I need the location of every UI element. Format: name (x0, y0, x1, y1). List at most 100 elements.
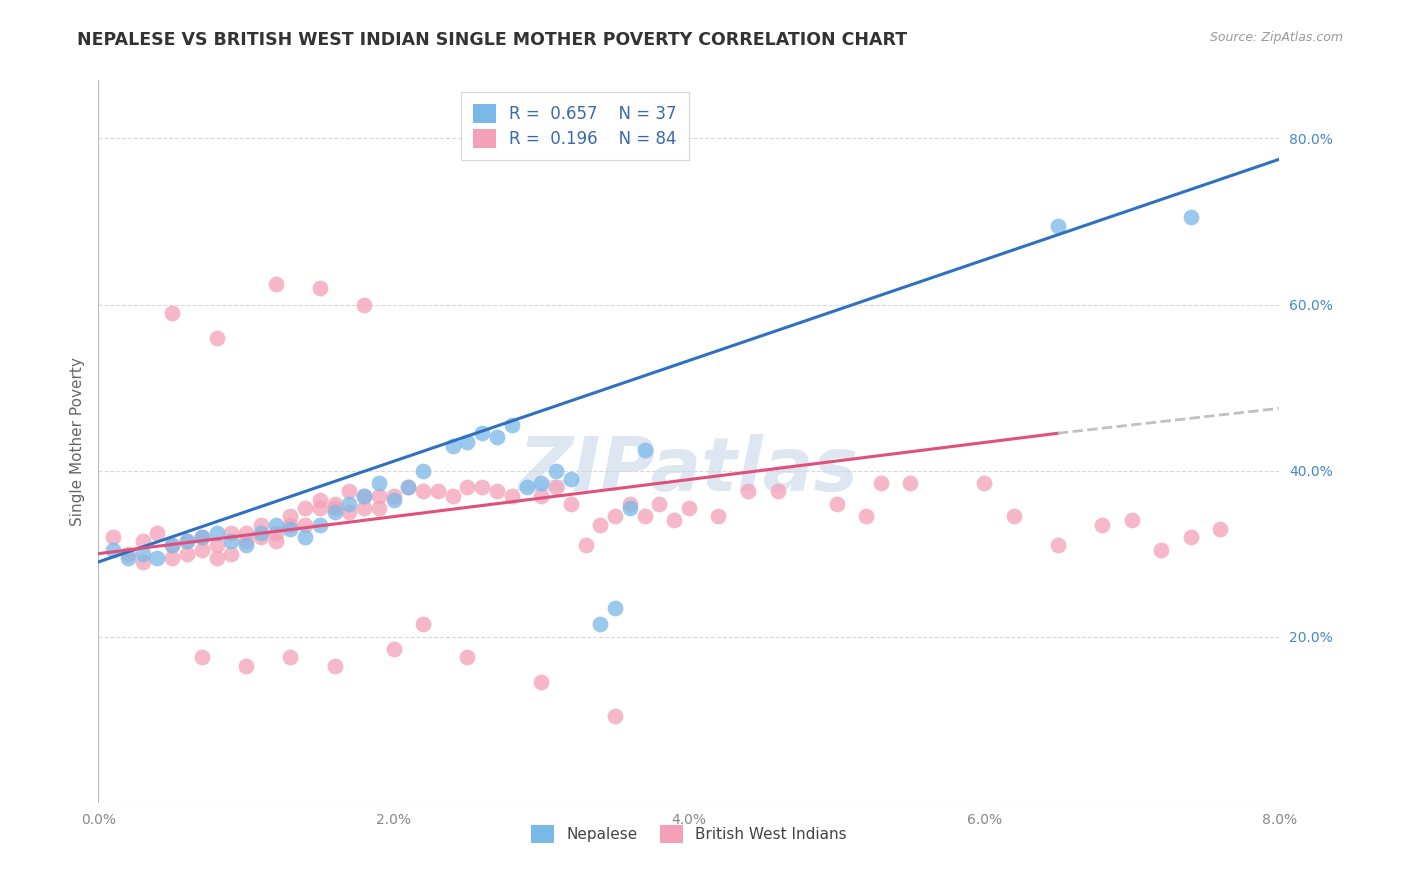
Point (264, 277, 287, 291)
Point (619, 497, 641, 511)
Point (353, 489, 375, 503)
Point (323, 497, 346, 511)
Point (280, 650, 302, 665)
Point (309, 281, 332, 295)
Point (323, 500, 346, 515)
Point (191, 542, 214, 557)
Point (634, 442, 657, 457)
Point (221, 534, 243, 549)
Point (441, 489, 464, 503)
Point (1046, 219, 1070, 233)
Point (546, 480, 568, 494)
Point (382, 489, 405, 503)
Point (235, 658, 257, 673)
Point (382, 492, 405, 507)
Point (205, 550, 228, 565)
Point (339, 484, 361, 499)
Point (309, 500, 332, 515)
Point (205, 538, 228, 552)
Point (412, 617, 434, 632)
Point (146, 550, 169, 565)
Point (546, 464, 568, 478)
Point (530, 675, 553, 690)
Point (280, 517, 302, 532)
Point (353, 500, 375, 515)
Legend: Nepalese, British West Indians: Nepalese, British West Indians (524, 819, 853, 849)
Point (264, 517, 287, 532)
Point (103, 530, 125, 544)
Point (457, 650, 479, 665)
Point (132, 555, 155, 569)
Point (250, 517, 273, 532)
Point (162, 538, 183, 552)
Point (368, 476, 391, 491)
Point (294, 530, 316, 544)
Point (398, 480, 420, 494)
Point (280, 509, 302, 524)
Point (205, 525, 228, 540)
Point (457, 480, 479, 494)
Point (235, 525, 257, 540)
Point (1002, 509, 1025, 524)
Point (1150, 542, 1173, 557)
Point (707, 509, 730, 524)
Point (176, 547, 198, 561)
Point (235, 538, 257, 552)
Point (280, 522, 302, 536)
Point (146, 525, 169, 540)
Point (353, 297, 375, 311)
Point (1180, 211, 1202, 225)
Point (664, 513, 686, 527)
Point (648, 497, 671, 511)
Point (471, 426, 494, 441)
Point (264, 534, 287, 549)
Point (486, 484, 509, 499)
Point (605, 708, 627, 723)
Point (368, 500, 391, 515)
Text: Source: ZipAtlas.com: Source: ZipAtlas.com (1209, 31, 1343, 45)
Point (589, 517, 612, 532)
Point (619, 500, 641, 515)
Point (441, 439, 464, 453)
Point (294, 517, 316, 532)
Point (560, 472, 582, 486)
Point (1121, 513, 1143, 527)
Point (501, 489, 523, 503)
Point (501, 417, 523, 432)
Point (323, 505, 346, 519)
Point (870, 476, 893, 491)
Point (605, 600, 627, 615)
Point (575, 538, 598, 552)
Point (398, 480, 420, 494)
Point (1091, 517, 1114, 532)
Point (1180, 530, 1202, 544)
Point (605, 509, 627, 524)
Point (766, 484, 789, 499)
Point (412, 484, 434, 499)
Point (368, 489, 391, 503)
Point (855, 509, 877, 524)
Point (221, 547, 243, 561)
Point (294, 500, 316, 515)
Point (530, 476, 553, 491)
Point (353, 489, 375, 503)
Point (973, 476, 995, 491)
Point (323, 658, 346, 673)
Point (530, 489, 553, 503)
Point (132, 547, 155, 561)
Point (589, 617, 612, 632)
Point (471, 480, 494, 494)
Point (560, 497, 582, 511)
Point (132, 534, 155, 549)
Point (162, 538, 183, 552)
Point (737, 484, 759, 499)
Text: NEPALESE VS BRITISH WEST INDIAN SINGLE MOTHER POVERTY CORRELATION CHART: NEPALESE VS BRITISH WEST INDIAN SINGLE M… (77, 31, 907, 49)
Point (412, 464, 434, 478)
Point (1046, 538, 1070, 552)
Point (191, 530, 214, 544)
Point (309, 492, 332, 507)
Point (900, 476, 922, 491)
Point (250, 525, 273, 540)
Point (309, 517, 332, 532)
Point (235, 534, 257, 549)
